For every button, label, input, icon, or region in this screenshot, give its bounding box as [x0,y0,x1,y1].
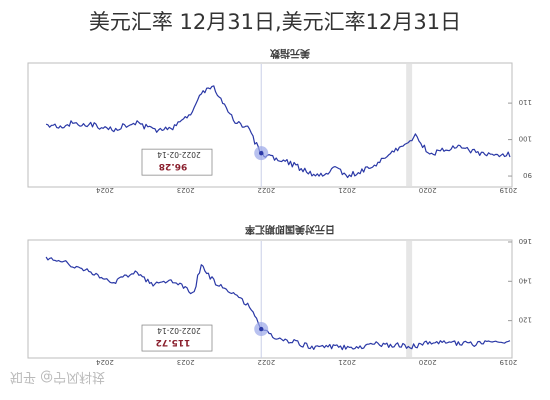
x-tick-label: 2023 [177,186,195,194]
chart-yen-spot-rate: 日元对美国即期汇率 160 140 120 2024 2023 2022 2021 2020 2… [27,223,532,366]
y-tick-label: 120 [519,316,532,324]
tooltip-box [141,148,213,176]
plot-frame [27,239,513,359]
plot-frame [27,62,513,188]
chart-dollar-index: 美元指数 110 100 90 2024 2023 2022 2021 2020 2019 202… [27,47,532,194]
data-point[interactable] [259,326,264,332]
x-tick-label: 2020 [419,186,437,194]
y-tick-label: 100 [519,135,532,143]
y-tick-label: 160 [519,237,532,245]
x-tick-label: 2022 [257,186,275,194]
x-tick-label: 2021 [338,186,356,194]
y-tick-label: 90 [523,171,532,179]
x-tick-label: 2024 [96,358,114,366]
y-tick-label: 140 [519,276,532,284]
x-tick-label: 2019 [499,358,517,366]
x-tick-label: 2022 [257,358,275,366]
series-line [45,85,511,179]
chart-title: 美元指数 [269,47,310,60]
x-tick-label: 2020 [419,358,437,366]
chart-title: 日元对美国即期汇率 [245,223,335,236]
tooltip-date: 2022-02-14 [157,150,201,159]
tooltip-box [141,324,213,352]
watermark: 知乎 @宁风科技 [10,369,106,384]
x-tick-label: 2019 [499,186,517,194]
series-line [45,256,511,351]
shaded-period-band [406,64,413,186]
page-title: 美元汇率 12月31日,美元汇率12月31日 [88,10,462,34]
shaded-period-band [406,241,413,357]
tooltip-value: 96.28 [159,161,187,171]
data-point[interactable] [259,150,264,156]
tooltip-date: 2022-02-14 [157,326,201,335]
tooltip-value: 115.72 [156,337,191,347]
x-tick-label: 2023 [177,358,195,366]
x-tick-label: 2024 [96,186,114,194]
y-tick-label: 110 [519,98,532,106]
x-tick-label: 2021 [338,358,356,366]
